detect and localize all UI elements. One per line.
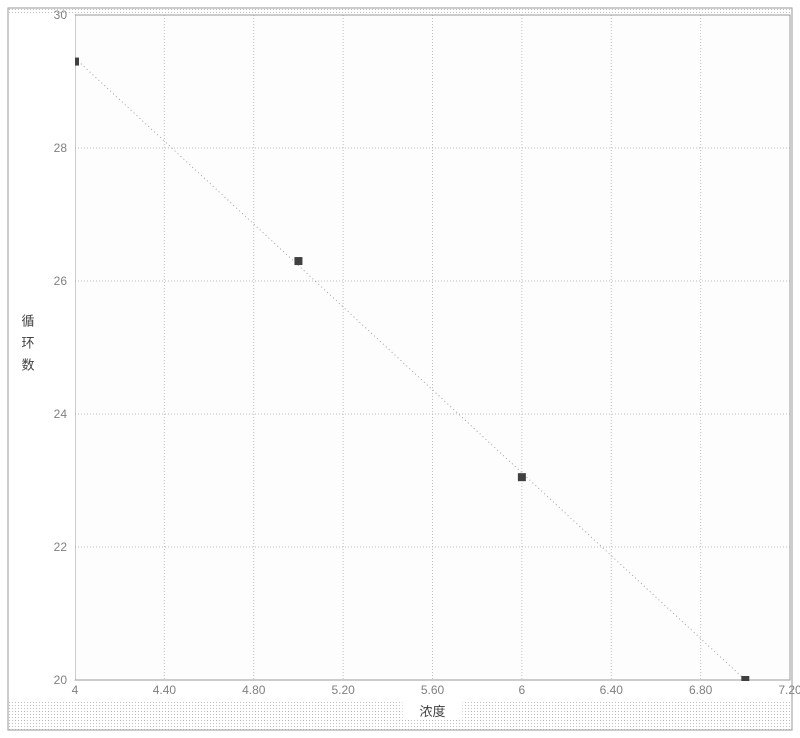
chart-container: 4 4.40 4.80 5.20 5.60 6 6.40 6.80 7.20 20 22 24 26 28… [0, 0, 800, 738]
y-tick-label: 26 [54, 274, 68, 288]
y-tick-label: 22 [54, 540, 68, 554]
x-tick-label: 6.80 [689, 683, 713, 697]
x-tick-label: 7.20 [778, 683, 800, 697]
y-tick-label: 28 [54, 141, 68, 155]
x-axis-title: 浓度 [419, 704, 445, 719]
y-axis-title-char: 数 [21, 358, 34, 373]
data-point [518, 473, 526, 481]
x-tick-label: 5.20 [331, 683, 355, 697]
y-axis-title-char: 环 [21, 336, 34, 351]
x-tick-label: 4 [72, 683, 79, 697]
x-tick-label: 4.80 [242, 683, 266, 697]
x-tick-label: 5.60 [421, 683, 445, 697]
x-tick-label: 6.40 [600, 683, 624, 697]
y-tick-label: 20 [54, 673, 68, 687]
scatter-chart: 4 4.40 4.80 5.20 5.60 6 6.40 6.80 7.20 20 22 24 26 28… [0, 0, 800, 738]
x-tick-label: 6 [519, 683, 526, 697]
y-tick-label: 24 [54, 407, 68, 421]
x-tick-label: 4.40 [153, 683, 177, 697]
y-tick-label: 30 [54, 8, 68, 22]
y-axis-title-char: 循 [21, 314, 34, 329]
data-point [294, 257, 302, 265]
